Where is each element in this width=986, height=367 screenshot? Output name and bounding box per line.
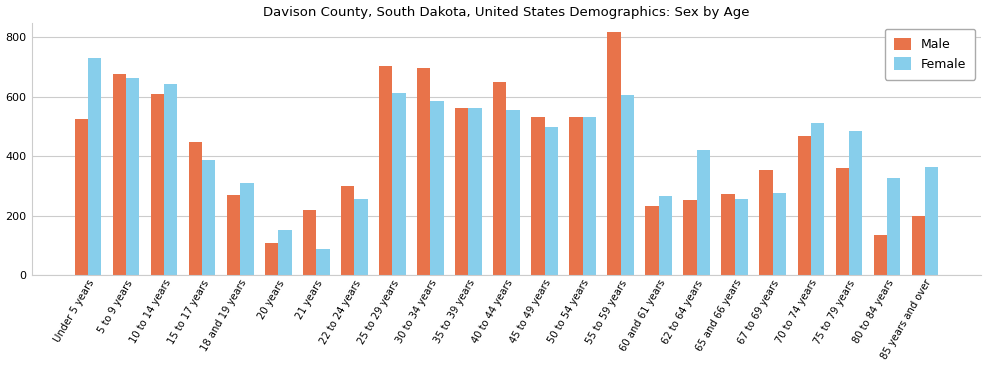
Legend: Male, Female: Male, Female (883, 29, 974, 80)
Bar (112, 74, 126, 275)
Bar (354, 199, 367, 275)
Bar (544, 127, 557, 275)
Bar (88, 58, 102, 275)
Bar (188, 142, 202, 275)
Bar (582, 117, 596, 275)
Bar (126, 79, 139, 275)
Bar (569, 117, 582, 275)
Bar (379, 66, 392, 275)
Bar (797, 137, 810, 275)
Bar (164, 84, 177, 275)
Bar (468, 108, 481, 275)
Bar (606, 32, 620, 275)
Bar (75, 119, 88, 275)
Bar (530, 117, 544, 275)
Bar (658, 196, 671, 275)
Bar (924, 167, 938, 275)
Bar (721, 193, 734, 275)
Bar (430, 101, 444, 275)
Bar (455, 108, 468, 275)
Bar (848, 131, 862, 275)
Bar (506, 110, 520, 275)
Bar (202, 160, 215, 275)
Bar (278, 230, 291, 275)
Bar (303, 210, 316, 275)
Bar (493, 82, 506, 275)
Bar (316, 250, 329, 275)
Bar (151, 94, 164, 275)
Bar (620, 95, 633, 275)
Bar (227, 195, 240, 275)
Bar (264, 243, 278, 275)
Title: Davison County, South Dakota, United States Demographics: Sex by Age: Davison County, South Dakota, United Sta… (263, 6, 749, 19)
Bar (682, 200, 696, 275)
Bar (645, 206, 658, 275)
Bar (835, 168, 848, 275)
Bar (911, 216, 924, 275)
Bar (240, 183, 253, 275)
Bar (758, 170, 772, 275)
Bar (696, 150, 709, 275)
Bar (417, 68, 430, 275)
Bar (734, 199, 747, 275)
Bar (772, 193, 785, 275)
Bar (810, 123, 823, 275)
Bar (886, 178, 899, 275)
Bar (341, 186, 354, 275)
Bar (392, 93, 405, 275)
Bar (873, 235, 886, 275)
